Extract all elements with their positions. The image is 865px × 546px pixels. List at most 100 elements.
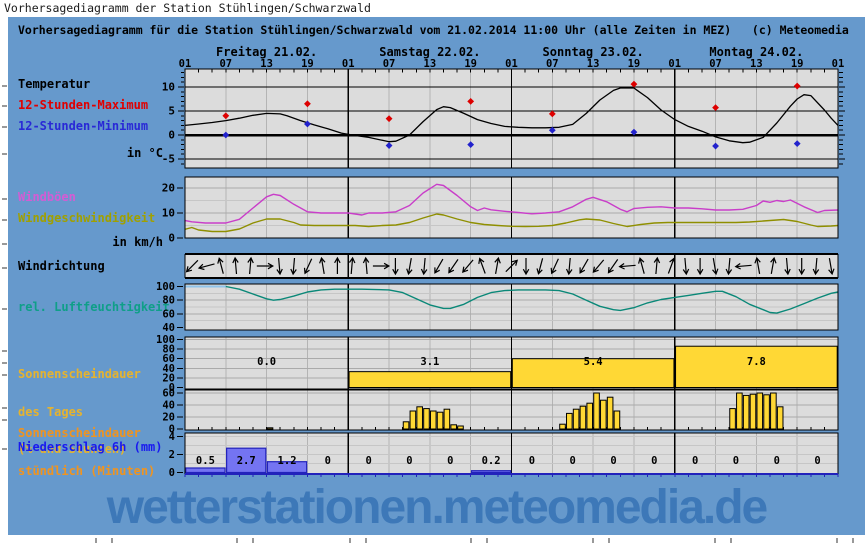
- svg-text:20: 20: [162, 372, 175, 384]
- window-title: Vorhersagediagramm der Station Stühlinge…: [4, 1, 371, 15]
- svg-text:7.8: 7.8: [747, 356, 766, 368]
- label-wind-direction: Windrichtung: [18, 259, 105, 273]
- svg-text:19: 19: [791, 58, 804, 70]
- chart-title: Vorhersagediagramm für die Station Stühl…: [18, 23, 849, 37]
- svg-text:10: 10: [162, 81, 175, 94]
- wind-direction-panel: [184, 253, 839, 279]
- svg-text:0.2: 0.2: [482, 455, 501, 467]
- svg-text:100: 100: [156, 281, 175, 293]
- left-edge-tick: [2, 243, 7, 245]
- meteogram-chart: Freitag 21.02. Samstag 22.02. Sonntag 23.0…: [156, 45, 845, 479]
- svg-text:07: 07: [219, 58, 232, 70]
- svg-text:80: 80: [162, 295, 175, 307]
- svg-text:01: 01: [832, 58, 845, 70]
- left-edge-tick: [2, 419, 7, 421]
- svg-text:Freitag 21.02.: Freitag 21.02.: [216, 45, 317, 59]
- svg-text:0: 0: [406, 455, 412, 467]
- label-12h-minimum: 12-Stunden-Minimum: [18, 119, 149, 133]
- left-edge-tick: [2, 448, 7, 450]
- svg-text:0: 0: [774, 455, 780, 467]
- label-sunshine-daily: Sonnenscheindauer des Tages (% und Stund…: [18, 343, 141, 481]
- temperature-panel: 10 5 0 -5: [162, 68, 845, 169]
- svg-text:13: 13: [424, 58, 437, 70]
- svg-text:3.1: 3.1: [420, 356, 439, 368]
- svg-text:5: 5: [168, 105, 175, 118]
- svg-text:0: 0: [168, 232, 175, 245]
- svg-text:60: 60: [162, 388, 175, 400]
- svg-text:40: 40: [162, 363, 175, 375]
- svg-text:01: 01: [179, 58, 192, 70]
- svg-text:01: 01: [342, 58, 355, 70]
- svg-text:40: 40: [162, 322, 175, 334]
- svg-text:0: 0: [447, 455, 453, 467]
- label-humidity: rel. Luftfeuchtigkeit: [18, 300, 170, 314]
- bottom-edge-tick: [486, 538, 488, 543]
- svg-text:13: 13: [750, 58, 763, 70]
- svg-text:0: 0: [169, 382, 175, 394]
- label-wind-unit: in km/h: [112, 235, 163, 249]
- label-wind-gusts: Windböen: [18, 190, 76, 204]
- svg-text:07: 07: [709, 58, 722, 70]
- bottom-edge-tick: [730, 538, 732, 543]
- svg-text:0: 0: [651, 455, 657, 467]
- svg-text:Samstag 22.02.: Samstag 22.02.: [379, 45, 480, 59]
- label-temp-unit: in °C: [126, 146, 163, 160]
- svg-text:19: 19: [464, 58, 477, 70]
- svg-text:0: 0: [169, 467, 175, 479]
- wind-panel: 20 10 0: [162, 176, 839, 245]
- left-edge-tick: [2, 85, 7, 87]
- label-sunshine-hourly: Sonnenscheindauer stündlich (Minuten): [18, 402, 155, 502]
- svg-text:07: 07: [546, 58, 559, 70]
- svg-text:0: 0: [692, 455, 698, 467]
- svg-text:60: 60: [162, 308, 175, 320]
- svg-text:0.0: 0.0: [257, 356, 276, 368]
- time-axis-header: Freitag 21.02. Samstag 22.02. Sonntag 23.0…: [179, 45, 845, 70]
- bottom-edge-tick: [470, 538, 472, 543]
- svg-text:19: 19: [628, 58, 641, 70]
- label-precipitation: Niederschlag 6h (mm): [18, 440, 163, 454]
- label-sunshine-daily-line3: (% und Stunden): [18, 442, 127, 456]
- bottom-edge-tick: [236, 538, 238, 543]
- svg-text:-5: -5: [162, 153, 175, 166]
- label-sunshine-daily-line2: des Tages: [18, 404, 84, 419]
- svg-text:4: 4: [169, 431, 175, 443]
- bottom-edge-tick: [252, 538, 254, 543]
- bottom-edge-tick: [365, 538, 367, 543]
- svg-text:10: 10: [162, 207, 175, 220]
- left-edge-tick: [2, 374, 7, 376]
- svg-text:1.2: 1.2: [278, 455, 297, 467]
- left-edge-tick: [2, 198, 7, 200]
- bottom-edge-tick: [852, 538, 854, 543]
- bottom-edge-tick: [111, 538, 113, 543]
- left-edge-tick: [2, 153, 7, 155]
- label-sunshine-hourly-line2: stündlich (Minuten): [18, 463, 156, 478]
- bottom-edge-tick: [349, 538, 351, 543]
- svg-text:2.7: 2.7: [237, 455, 256, 467]
- svg-text:80: 80: [162, 344, 175, 356]
- svg-text:0: 0: [733, 455, 739, 467]
- meteogram-board: Vorhersagediagramm für die Station Stühl…: [8, 17, 865, 535]
- bottom-edge-tick: [592, 538, 594, 543]
- label-sunshine-hourly-line1: Sonnenscheindauer: [18, 426, 141, 440]
- svg-text:20: 20: [162, 412, 175, 424]
- svg-text:0: 0: [169, 424, 175, 436]
- svg-text:0: 0: [529, 455, 535, 467]
- svg-text:0: 0: [365, 455, 371, 467]
- svg-text:01: 01: [668, 58, 681, 70]
- svg-text:2: 2: [169, 449, 175, 461]
- left-edge-tick: [2, 350, 7, 352]
- svg-text:0: 0: [325, 455, 331, 467]
- svg-text:0: 0: [814, 455, 820, 467]
- label-12h-maximum: 12-Stunden-Maximum: [18, 98, 149, 112]
- svg-text:Sonntag 23.02.: Sonntag 23.02.: [543, 45, 644, 59]
- left-edge-tick: [2, 362, 7, 364]
- svg-text:40: 40: [162, 400, 175, 412]
- left-edge-tick: [2, 126, 7, 128]
- left-edge-tick: [2, 308, 7, 310]
- left-edge-tick: [2, 105, 7, 107]
- svg-text:19: 19: [301, 58, 314, 70]
- svg-text:60: 60: [162, 353, 175, 365]
